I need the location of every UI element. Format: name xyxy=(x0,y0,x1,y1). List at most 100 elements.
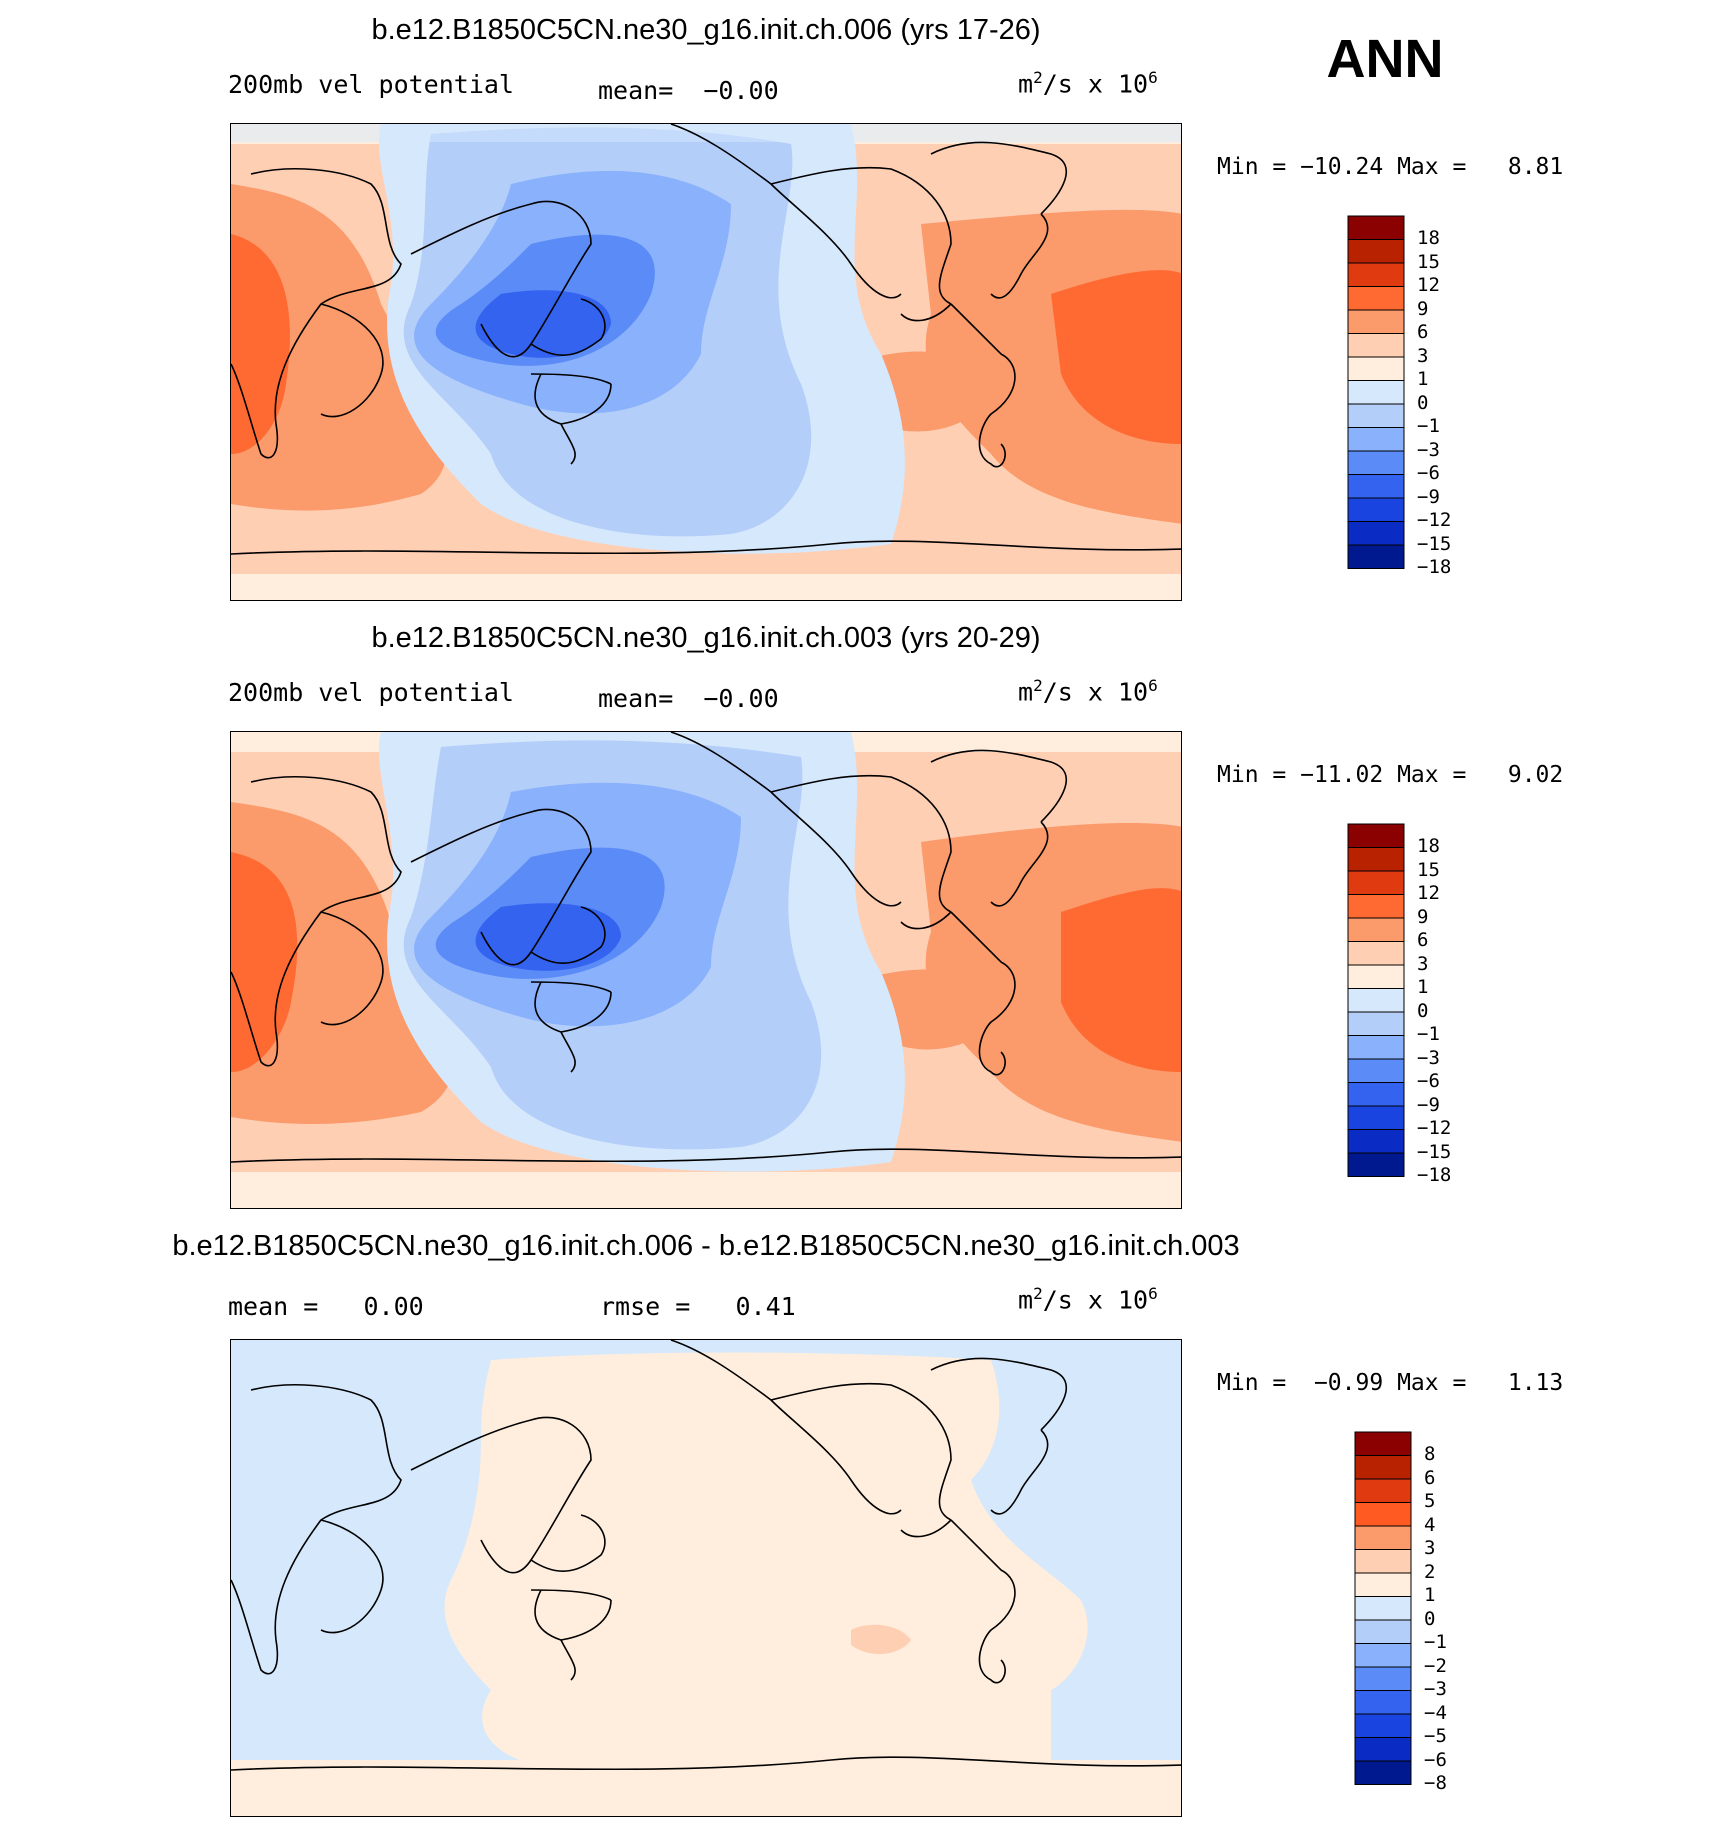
colorbar-tick-label: 6 xyxy=(1417,321,1429,343)
colorbar-tick-label: 4 xyxy=(1424,1513,1436,1536)
colorbar-swatch xyxy=(1354,1502,1412,1527)
colorbar-tick-label: 15 xyxy=(1417,250,1440,273)
colorbar-tick-label: 6 xyxy=(1417,929,1429,951)
colorbar-swatch xyxy=(1354,1572,1412,1597)
colorbar-swatch xyxy=(1347,521,1405,546)
colorbar-tick-label: −15 xyxy=(1417,1140,1452,1163)
panel2-variable: 200mb vel potential xyxy=(228,678,514,707)
panel1-mean: mean= −0.00 xyxy=(598,76,779,105)
colorbar-swatch xyxy=(1347,1129,1405,1154)
panel1-map xyxy=(230,123,1182,601)
colorbar-swatch xyxy=(1347,1152,1405,1177)
panel3-title: b.e12.B1850C5CN.ne30_g16.init.ch.006 - b… xyxy=(172,1230,1240,1262)
colorbar-swatch xyxy=(1354,1596,1412,1621)
colorbar-swatch xyxy=(1347,380,1405,405)
max-label: Max = xyxy=(1397,762,1467,788)
colorbar-tick-label: −3 xyxy=(1417,1046,1440,1069)
colorbar-swatch xyxy=(1347,286,1405,311)
colorbar-tick-label: −9 xyxy=(1417,1093,1440,1116)
contour-africa-pos3 xyxy=(231,184,447,511)
colorbar-swatch xyxy=(1347,1011,1405,1036)
colorbar-tick-label: 15 xyxy=(1417,858,1440,881)
panel3-mean: mean = 0.00 xyxy=(228,1292,424,1321)
colorbar-swatch xyxy=(1347,309,1405,334)
colorbar-swatch xyxy=(1354,1549,1412,1574)
colorbar-tick-label: −8 xyxy=(1424,1772,1447,1794)
units-mid: /s x 10 xyxy=(1042,677,1149,707)
colorbar-tick-label: −5 xyxy=(1424,1725,1447,1747)
colorbar-swatch xyxy=(1347,917,1405,942)
panel1-mean-label: mean= xyxy=(598,76,674,105)
units-mid: /s x 10 xyxy=(1042,1285,1149,1315)
colorbar-swatch xyxy=(1354,1643,1412,1668)
panel1-variable: 200mb vel potential xyxy=(228,70,514,99)
panel2-mean-value: −0.00 xyxy=(703,684,779,713)
coastlines xyxy=(231,124,1181,555)
colorbar-swatches xyxy=(1354,1431,1412,1785)
colorbar-swatch xyxy=(1347,403,1405,428)
season-label: ANN xyxy=(1326,29,1444,89)
colorbar-swatch xyxy=(1347,941,1405,966)
colorbar-swatch xyxy=(1347,847,1405,872)
rmse-value: 0.41 xyxy=(735,1292,796,1321)
colorbar-tick-label: 8 xyxy=(1424,1443,1436,1465)
colorbar-swatch xyxy=(1347,356,1405,381)
colorbar-tick-label: −6 xyxy=(1424,1748,1447,1771)
panel2-map xyxy=(230,731,1182,1209)
colorbar-tick-label: 1 xyxy=(1424,1584,1436,1606)
colorbar-swatch xyxy=(1347,823,1405,848)
colorbar-swatch xyxy=(1354,1619,1412,1644)
colorbar-swatch xyxy=(1354,1525,1412,1550)
colorbar-swatch xyxy=(1354,1737,1412,1762)
colorbar-tick-label: 3 xyxy=(1424,1537,1436,1559)
min-label: Min = xyxy=(1217,154,1287,180)
panel2-colorbar: 18 15 12 9 6 3 1 0 −1 −3 −6 −9 −12 −15 −18 xyxy=(1347,823,1451,1185)
units-sup2: 6 xyxy=(1148,1284,1158,1303)
colorbar-tick-label: −4 xyxy=(1424,1701,1447,1724)
panel3-units: m2/s x 106 xyxy=(1018,1284,1158,1314)
units-sup2: 6 xyxy=(1148,68,1158,87)
colorbar-swatch xyxy=(1347,239,1405,264)
colorbar-tick-label: −1 xyxy=(1417,415,1440,437)
colorbar-tick-label: 1 xyxy=(1417,976,1429,998)
colorbar-swatch xyxy=(1347,450,1405,475)
colorbar-swatch xyxy=(1347,497,1405,522)
max-label: Max = xyxy=(1397,154,1467,180)
units-base: m xyxy=(1018,1285,1034,1315)
colorbar-tick-label: −9 xyxy=(1417,485,1440,508)
units-sup1: 2 xyxy=(1033,68,1043,87)
colorbar-tick-label: −1 xyxy=(1417,1023,1440,1045)
min-label: Min = xyxy=(1217,762,1287,788)
colorbar-swatch xyxy=(1347,870,1405,895)
colorbar-tick-label: 18 xyxy=(1417,835,1440,857)
colorbar-swatches xyxy=(1347,215,1405,569)
colorbar-tick-label: −3 xyxy=(1424,1678,1447,1700)
units-sup2: 6 xyxy=(1148,676,1158,695)
units-base: m xyxy=(1018,69,1034,99)
colorbar-tick-label: 2 xyxy=(1424,1560,1436,1583)
units-base: m xyxy=(1018,677,1034,707)
colorbar-tick-label: 9 xyxy=(1417,905,1429,928)
colorbar-swatch xyxy=(1347,262,1405,287)
colorbar-swatch xyxy=(1354,1478,1412,1503)
rmse-label: rmse = xyxy=(600,1292,691,1321)
colorbar-swatch xyxy=(1354,1455,1412,1480)
colorbar-tick-label: −12 xyxy=(1417,509,1452,531)
colorbar-swatch xyxy=(1347,1082,1405,1107)
min-value: −11.02 xyxy=(1300,762,1384,788)
colorbar-tick-label: 3 xyxy=(1417,344,1429,367)
colorbar-swatch xyxy=(1347,215,1405,240)
colorbar-swatch xyxy=(1347,964,1405,989)
units-sup1: 2 xyxy=(1033,676,1043,695)
mean-value: 0.00 xyxy=(363,1292,424,1321)
panel1-mean-value: −0.00 xyxy=(703,76,779,105)
colorbar-swatch xyxy=(1347,474,1405,499)
colorbar-tick-label: 5 xyxy=(1424,1490,1436,1512)
panel3-colorbar: 8 6 5 4 3 2 1 0 −1 −2 −3 −4 −5 −6 −8 xyxy=(1354,1431,1447,1793)
colorbar-swatches xyxy=(1347,823,1405,1177)
max-value: 1.13 xyxy=(1507,1370,1564,1396)
colorbar-tick-label: 18 xyxy=(1417,227,1440,249)
contour-africa-pos6 xyxy=(231,234,290,454)
colorbar-swatch xyxy=(1347,1035,1405,1060)
panel1-units: m2/s x 106 xyxy=(1018,68,1158,98)
